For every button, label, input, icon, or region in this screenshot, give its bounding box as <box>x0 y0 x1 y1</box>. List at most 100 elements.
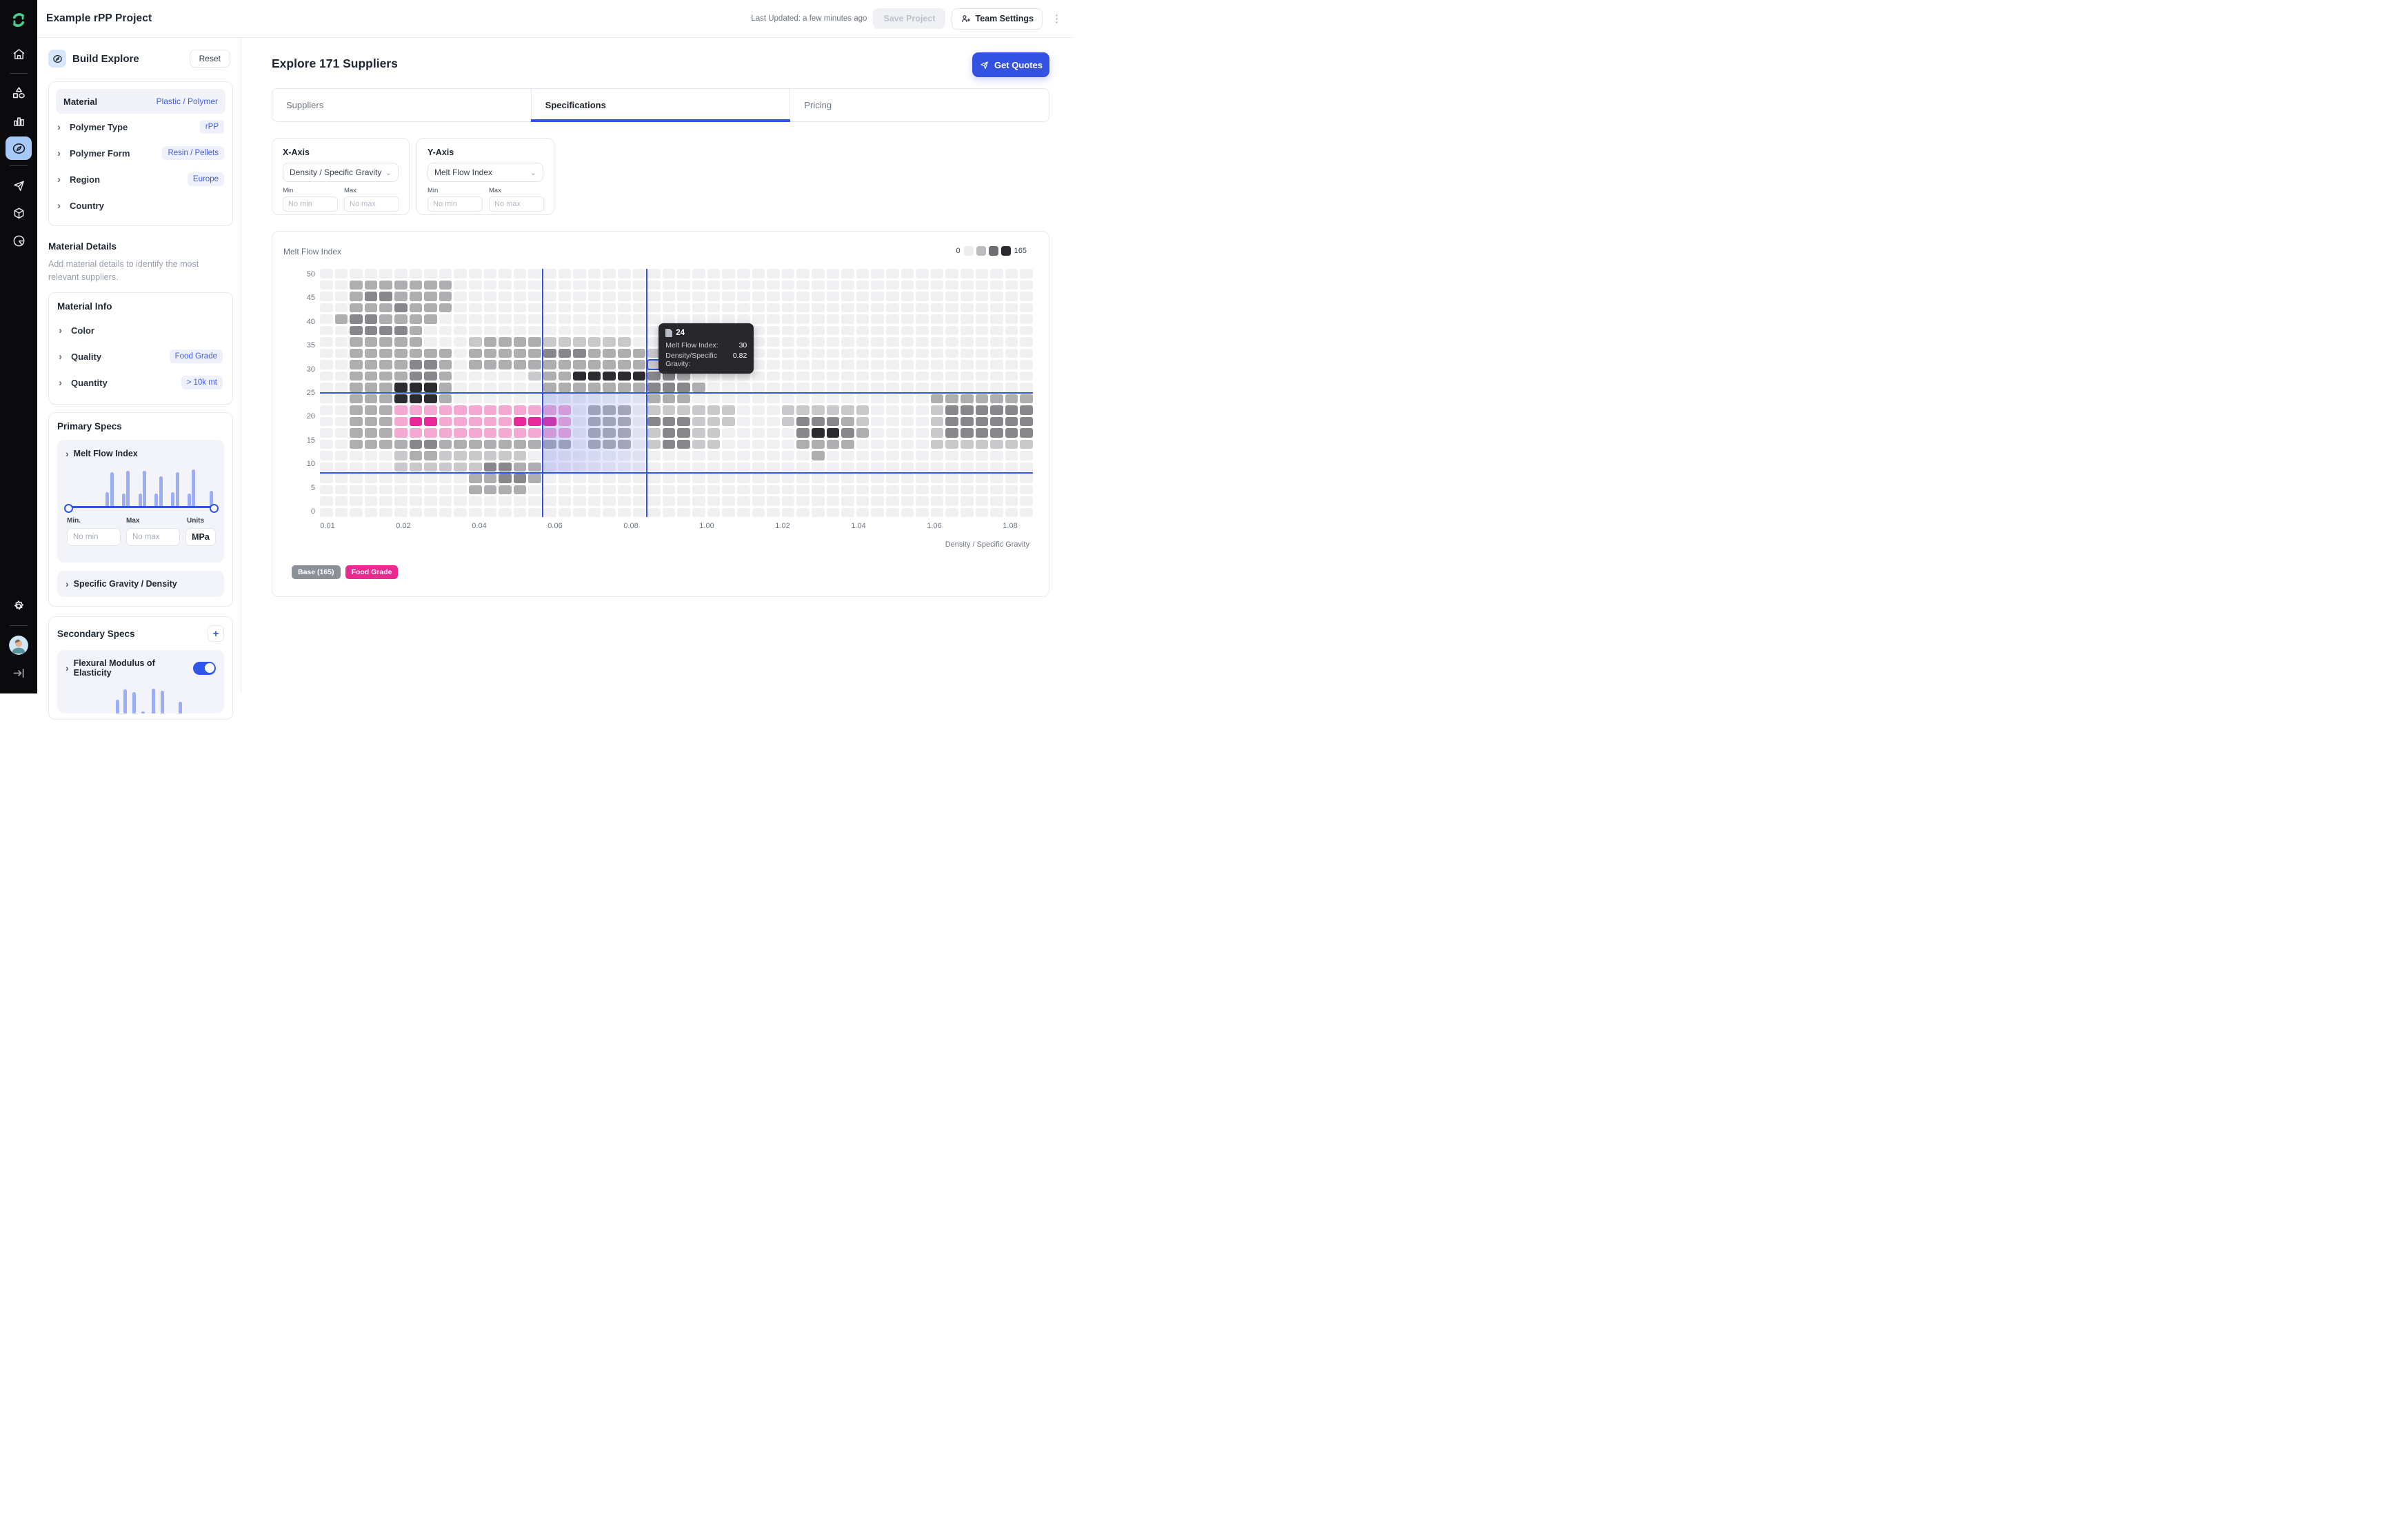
heatmap-cell[interactable] <box>528 394 542 403</box>
heatmap-cell[interactable] <box>320 428 333 438</box>
save-project-button[interactable]: Save Project <box>873 8 946 29</box>
heatmap-cell[interactable] <box>483 280 497 290</box>
heatmap-cell[interactable] <box>826 405 840 415</box>
heatmap-cell[interactable] <box>334 451 348 460</box>
heatmap-cell[interactable] <box>930 337 944 347</box>
heatmap-cell[interactable] <box>767 337 780 347</box>
heatmap-cell[interactable] <box>543 507 556 517</box>
material-info-row-quality[interactable]: › Quality Food Grade <box>57 343 224 369</box>
heatmap-cell[interactable] <box>558 360 572 369</box>
heatmap-cell[interactable] <box>871 325 884 335</box>
heatmap-cell[interactable] <box>707 507 721 517</box>
heatmap-cell[interactable] <box>379 428 393 438</box>
heatmap-cell[interactable] <box>334 474 348 483</box>
heatmap-cell[interactable] <box>990 303 1003 312</box>
heatmap-cell[interactable] <box>1020 439 1033 449</box>
tab-specifications[interactable]: Specifications <box>530 89 791 122</box>
heatmap-cell[interactable] <box>499 474 512 483</box>
heatmap-cell[interactable] <box>350 394 363 403</box>
heatmap-cell[interactable] <box>558 371 572 381</box>
heatmap-cell[interactable] <box>945 428 958 438</box>
heatmap-cell[interactable] <box>990 496 1003 506</box>
heatmap-cell[interactable] <box>885 416 899 426</box>
heatmap-cell[interactable] <box>856 451 869 460</box>
heatmap-cell[interactable] <box>767 325 780 335</box>
heatmap-cell[interactable] <box>334 428 348 438</box>
heatmap-cell[interactable] <box>811 394 825 403</box>
heatmap-cell[interactable] <box>454 496 467 506</box>
heatmap-cell[interactable] <box>930 394 944 403</box>
heatmap-cell[interactable] <box>752 269 765 278</box>
heatmap-cell[interactable] <box>1020 474 1033 483</box>
heatmap-cell[interactable] <box>1005 292 1018 301</box>
heatmap-cell[interactable] <box>350 383 363 392</box>
heatmap-cell[interactable] <box>692 314 705 324</box>
heatmap-cell[interactable] <box>796 314 810 324</box>
heatmap-cell[interactable] <box>722 485 735 494</box>
heatmap-cell[interactable] <box>930 507 944 517</box>
heatmap-cell[interactable] <box>736 496 750 506</box>
heatmap-cell[interactable] <box>439 474 452 483</box>
heatmap-cell[interactable] <box>930 269 944 278</box>
heatmap-cell[interactable] <box>945 439 958 449</box>
heatmap-cell[interactable] <box>841 383 854 392</box>
heatmap-cell[interactable] <box>767 314 780 324</box>
material-info-row-quantity[interactable]: › Quantity > 10k mt <box>57 369 224 396</box>
heatmap-cell[interactable] <box>1005 485 1018 494</box>
heatmap-cell[interactable] <box>409 439 423 449</box>
heatmap-cell[interactable] <box>945 269 958 278</box>
heatmap-cell[interactable] <box>945 405 958 415</box>
heatmap-cell[interactable] <box>364 496 378 506</box>
heatmap-cell[interactable] <box>811 462 825 472</box>
heatmap-cell[interactable] <box>1005 371 1018 381</box>
heatmap-cell[interactable] <box>707 303 721 312</box>
heatmap-cell[interactable] <box>781 416 795 426</box>
heatmap-cell[interactable] <box>364 325 378 335</box>
heatmap-cell[interactable] <box>960 462 974 472</box>
heatmap-cell[interactable] <box>752 348 765 358</box>
heatmap-cell[interactable] <box>781 280 795 290</box>
heatmap-cell[interactable] <box>736 507 750 517</box>
heatmap-cell[interactable] <box>424 428 437 438</box>
heatmap-cell[interactable] <box>767 428 780 438</box>
heatmap-cell[interactable] <box>930 451 944 460</box>
heatmap-cell[interactable] <box>796 337 810 347</box>
melt-flow-index-header[interactable]: › Melt Flow Index <box>66 448 138 459</box>
heatmap-cell[interactable] <box>558 474 572 483</box>
heatmap-cell[interactable] <box>871 485 884 494</box>
heatmap-cell[interactable] <box>647 269 661 278</box>
heatmap-cell[interactable] <box>573 474 586 483</box>
heatmap-cell[interactable] <box>603 360 616 369</box>
heatmap-cell[interactable] <box>841 485 854 494</box>
heatmap-cell[interactable] <box>528 269 542 278</box>
heatmap-cell[interactable] <box>499 337 512 347</box>
heatmap-cell[interactable] <box>885 292 899 301</box>
heatmap-cell[interactable] <box>320 280 333 290</box>
heatmap-cell[interactable] <box>647 325 661 335</box>
heatmap-cell[interactable] <box>916 405 929 415</box>
heatmap-cell[interactable] <box>379 337 393 347</box>
heatmap-cell[interactable] <box>513 280 527 290</box>
heatmap-cell[interactable] <box>885 451 899 460</box>
y-axis-select[interactable]: Melt Flow Index ⌄ <box>428 163 543 182</box>
heatmap-cell[interactable] <box>587 439 601 449</box>
heatmap-cell[interactable] <box>483 292 497 301</box>
heatmap-cell[interactable] <box>841 314 854 324</box>
heatmap-cell[interactable] <box>632 360 646 369</box>
heatmap-cell[interactable] <box>677 394 691 403</box>
heatmap-cell[interactable] <box>424 292 437 301</box>
heatmap-cell[interactable] <box>960 269 974 278</box>
heatmap-cell[interactable] <box>483 451 497 460</box>
heatmap-cell[interactable] <box>647 485 661 494</box>
heatmap-cell[interactable] <box>662 303 676 312</box>
heatmap-cell[interactable] <box>483 439 497 449</box>
heatmap-cell[interactable] <box>499 325 512 335</box>
heatmap-cell[interactable] <box>364 348 378 358</box>
heatmap-cell[interactable] <box>439 416 452 426</box>
heatmap-cell[interactable] <box>796 394 810 403</box>
heatmap-cell[interactable] <box>543 303 556 312</box>
heatmap-cell[interactable] <box>618 428 631 438</box>
heatmap-cell[interactable] <box>424 485 437 494</box>
heatmap-cell[interactable] <box>916 303 929 312</box>
heatmap-cell[interactable] <box>707 428 721 438</box>
